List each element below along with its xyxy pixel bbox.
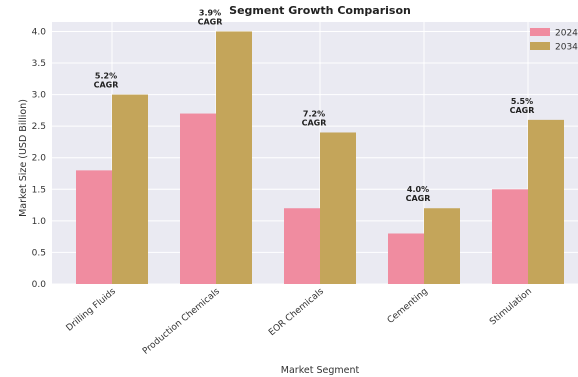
y-tick-label: 2.5 [32, 122, 46, 132]
bar-2024-1 [76, 170, 112, 284]
bar-2034-5 [528, 119, 564, 284]
x-tick-label: Stimulation [488, 287, 534, 328]
cagr-annotation: 7.2% CAGR [302, 109, 327, 127]
chart-title: Segment Growth Comparison [229, 4, 411, 17]
legend-label-2034: 2034 [555, 43, 578, 53]
y-tick-label: 1.0 [32, 217, 47, 227]
bar-2024-3 [284, 208, 320, 284]
legend-swatch-2034 [530, 42, 550, 50]
y-tick-label: 4.0 [32, 27, 47, 37]
cagr-annotation: 5.2% CAGR [94, 72, 119, 90]
bar-2024-4 [388, 233, 424, 284]
x-tick-label: Cementing [386, 287, 430, 326]
cagr-annotation: 3.9% CAGR [198, 8, 223, 26]
y-tick-label: 2.0 [32, 154, 47, 164]
cagr-annotations: 5.2% CAGR 3.9% CAGR 7.2% CAGR 4.0% CAGR 5.5% CAGR [94, 8, 535, 203]
x-axis-label: Market Segment [281, 365, 360, 376]
bar-2034-4 [424, 208, 460, 284]
x-tick-label: Drilling Fluids [65, 286, 119, 333]
x-tick-label: EOR Chemicals [267, 286, 326, 338]
x-axis-ticks: Drilling Fluids Production Chemicals EOR C… [65, 286, 534, 356]
bar-2024-2 [180, 113, 216, 284]
bar-2034-1 [112, 94, 148, 284]
legend-label-2024: 2024 [555, 29, 578, 39]
legend: 2024 2034 [530, 28, 578, 53]
y-axis-ticks: 0.0 0.5 1.0 1.5 2.0 2.5 3.0 3.5 4.0 [32, 27, 47, 290]
y-axis-label: Market Size (USD Billion) [18, 99, 29, 217]
cagr-annotation: 4.0% CAGR [406, 185, 431, 203]
cagr-annotation: 5.5% CAGR [510, 97, 535, 115]
y-tick-label: 0.5 [32, 248, 46, 258]
y-tick-label: 1.5 [32, 185, 46, 195]
bar-2034-3 [320, 132, 356, 284]
bar-2024-5 [492, 189, 528, 284]
bar-2034-2 [216, 31, 252, 284]
x-tick-label: Production Chemicals [141, 286, 222, 356]
legend-swatch-2024 [530, 28, 550, 36]
bars [76, 31, 564, 284]
y-tick-label: 0.0 [32, 280, 47, 290]
y-tick-label: 3.5 [32, 59, 46, 69]
y-tick-label: 3.0 [32, 91, 47, 101]
